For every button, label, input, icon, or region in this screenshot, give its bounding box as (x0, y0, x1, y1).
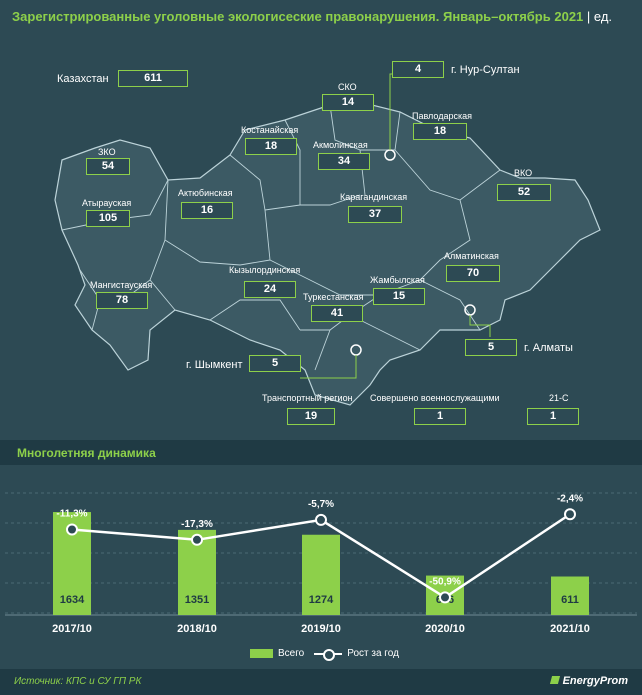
extra-label-transport: Транспортный регион (262, 393, 353, 403)
city-label-nur-sultan: г. Нур-Султан (451, 64, 520, 76)
region-label-kostanay: Костанайская (241, 125, 299, 135)
brand-name: EnergyProm (562, 675, 628, 687)
bar-value-label: 1634 (60, 594, 85, 606)
footer: Источник: КПС и СУ ГП РК EnergyProm (0, 669, 642, 695)
legend-bar-swatch (250, 649, 273, 658)
growth-label: -17,3% (181, 519, 213, 530)
brand-icon (549, 676, 560, 684)
region-label-vko: ВКО (514, 168, 533, 178)
growth-point (315, 513, 327, 526)
city-value-almaty: 5 (465, 339, 517, 356)
growth-point (191, 533, 203, 546)
region-value-kyzylorda: 24 (244, 281, 296, 298)
region-label-turkestan: Туркестанская (303, 292, 364, 302)
brand-logo: EnergyProm (549, 675, 628, 687)
chart-title: Зарегистрированные уголовные экологисеск… (12, 9, 612, 24)
x-tick-label: 2020/10 (425, 623, 465, 635)
growth-label: -50,9% (429, 576, 461, 587)
region-value-turkestan: 41 (311, 305, 363, 322)
chart-legend: Всего Рост за год (250, 648, 399, 661)
extra-label-military: Совершено военнослужащими (370, 393, 500, 403)
region-value-mangistau: 78 (96, 292, 148, 309)
map-shape (54, 73, 601, 406)
dynamics-title: Многолетняя динамика (17, 446, 156, 460)
region-value-akmola: 34 (318, 153, 370, 170)
region-label-mangistau: Мангистауская (90, 280, 153, 290)
kazakhstan-map: Казахстан 611 ЗКО 54 Атырауская 105 Манг… (0, 30, 642, 435)
region-value-atyrau: 105 (86, 210, 130, 227)
legend-growth-label: Рост за год (347, 648, 399, 659)
growth-label: -5,7% (308, 499, 334, 510)
bar-value-label: 611 (561, 594, 579, 606)
region-value-zko: 54 (86, 158, 130, 175)
region-label-pavlodar: Павлодарская (412, 111, 472, 121)
dynamics-header: Многолетняя динамика (0, 440, 642, 465)
legend-item-total: Всего (250, 648, 304, 659)
region-label-kyzylorda: Кызылординская (229, 265, 301, 275)
growth-label: -2,4% (557, 493, 583, 504)
dynamics-chart: 16342017/1013512018/1012742019/106262020… (5, 492, 637, 635)
source-text: Источник: КПС и СУ ГП РК (14, 676, 142, 687)
legend-line-swatch (314, 648, 343, 661)
kazakhstan-value: 611 (118, 70, 188, 87)
city-label-almaty: г. Алматы (524, 342, 573, 354)
x-tick-label: 2019/10 (301, 623, 341, 635)
kazakhstan-label: Казахстан (57, 73, 109, 85)
growth-point (66, 523, 78, 536)
region-value-pavlodar: 18 (413, 123, 467, 140)
title-unit: | ед. (586, 9, 613, 24)
legend-item-growth: Рост за год (314, 648, 399, 661)
city-label-shymkent: г. Шымкент (186, 359, 243, 371)
region-value-kostanay: 18 (245, 138, 297, 155)
x-tick-label: 2017/10 (52, 623, 92, 635)
title-text: Зарегистрированные уголовные экологисеск… (12, 9, 584, 24)
region-value-zhambyl: 15 (373, 288, 425, 305)
bar (302, 534, 340, 615)
extra-value-transport: 19 (287, 408, 335, 425)
x-tick-label: 2021/10 (550, 623, 590, 635)
extra-value-military: 1 (414, 408, 466, 425)
region-label-zhambyl: Жамбылская (370, 275, 425, 285)
region-label-almaty-obl: Алматинская (444, 251, 499, 261)
region-label-akmola: Акмолинская (313, 140, 368, 150)
x-tick-label: 2018/10 (177, 623, 217, 635)
region-label-zko: ЗКО (98, 147, 116, 157)
region-value-vko: 52 (497, 184, 551, 201)
region-label-karaganda: Карагандинская (340, 192, 408, 202)
region-label-sko: СКО (338, 82, 357, 92)
region-value-aktobe: 16 (181, 202, 233, 219)
region-label-atyrau: Атырауская (82, 198, 132, 208)
region-value-sko: 14 (322, 94, 374, 111)
bar-value-label: 1351 (185, 594, 209, 606)
city-value-shymkent: 5 (249, 355, 301, 372)
growth-label: -11,3% (56, 509, 87, 520)
city-value-nur-sultan: 4 (392, 61, 444, 78)
bar (551, 576, 589, 615)
growth-point (564, 508, 576, 521)
bar-value-label: 1274 (309, 594, 334, 606)
extra-label-21c: 21-С (549, 393, 569, 403)
region-label-aktobe: Актюбинская (178, 188, 233, 198)
legend-total-label: Всего (278, 648, 305, 659)
region-value-almaty-obl: 70 (446, 265, 500, 282)
extra-value-21c: 1 (527, 408, 579, 425)
region-value-karaganda: 37 (348, 206, 402, 223)
growth-point (439, 591, 451, 604)
